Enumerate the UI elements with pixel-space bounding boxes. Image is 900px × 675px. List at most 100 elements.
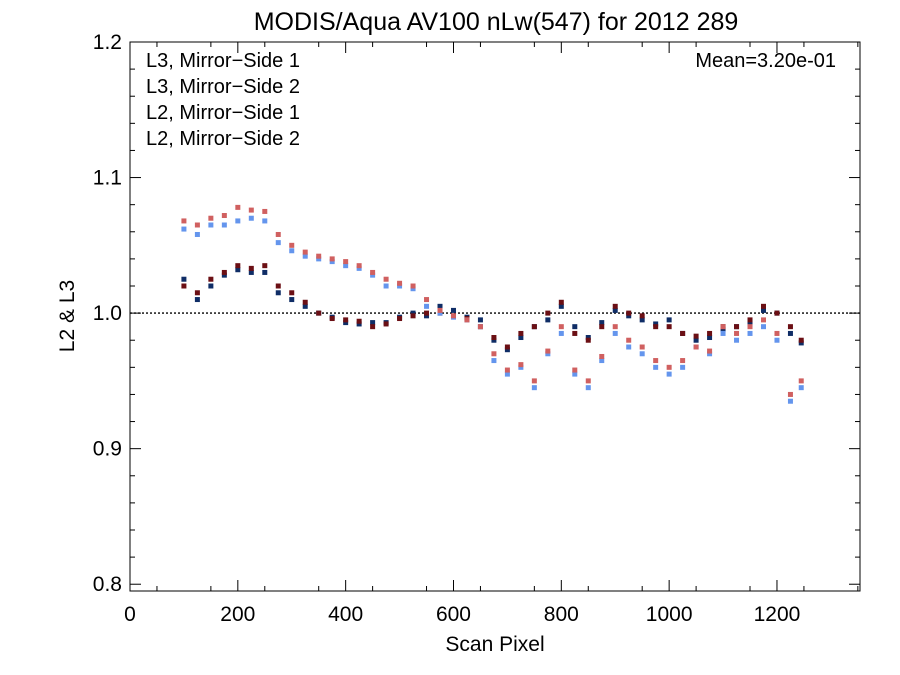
data-point — [531, 378, 537, 384]
data-point — [329, 256, 335, 262]
data-point — [397, 280, 403, 286]
data-point — [734, 337, 740, 343]
data-point — [181, 276, 187, 282]
data-point — [235, 267, 241, 273]
data-point — [599, 353, 605, 359]
data-point — [424, 310, 430, 316]
data-point — [221, 269, 227, 275]
legend-entry: L2, Mirror−Side 1 — [146, 102, 300, 124]
data-point — [262, 208, 268, 214]
data-point — [666, 364, 672, 370]
data-point — [316, 310, 322, 316]
data-point — [208, 215, 214, 221]
data-point — [356, 321, 362, 327]
legend-entry: L3, Mirror−Side 1 — [146, 50, 300, 72]
data-point — [194, 290, 200, 296]
data-point — [491, 337, 497, 343]
data-point — [787, 398, 793, 404]
data-point — [289, 290, 295, 296]
mean-annotation: Mean=3.20e-01 — [695, 50, 836, 72]
data-point — [194, 231, 200, 237]
data-point — [639, 313, 645, 319]
data-point — [693, 344, 699, 350]
data-point — [734, 330, 740, 336]
data-point — [639, 351, 645, 357]
data-point — [693, 333, 699, 339]
data-point — [437, 303, 443, 309]
y-tick-label: 0.9 — [93, 438, 122, 461]
data-point — [343, 320, 349, 326]
data-point — [760, 303, 766, 309]
data-point — [329, 316, 335, 322]
x-tick-label: 600 — [436, 603, 471, 626]
series-3 — [181, 215, 804, 404]
data-point — [424, 303, 430, 309]
data-point — [666, 317, 672, 323]
data-point — [504, 367, 510, 373]
data-point — [680, 358, 686, 364]
data-point — [599, 320, 605, 326]
data-point — [424, 297, 430, 303]
data-point — [787, 330, 793, 336]
axis-tick-labels: 0 200 400 600 800 1000 1200 0.8 0.9 1.0 1.1 1.2 — [93, 31, 801, 626]
data-point — [343, 263, 349, 269]
data-point — [477, 317, 483, 323]
legend-entry: L2, Mirror−Side 2 — [146, 128, 300, 150]
data-point — [653, 364, 659, 370]
data-point — [397, 316, 403, 322]
data-point — [707, 351, 713, 357]
y-tick-label: 1.2 — [93, 31, 122, 54]
data-point — [558, 299, 564, 305]
data-point — [639, 317, 645, 323]
data-point — [410, 313, 416, 319]
data-point — [275, 290, 281, 296]
data-point — [666, 324, 672, 330]
data-point — [626, 337, 632, 343]
data-point — [383, 276, 389, 282]
data-point — [707, 330, 713, 336]
x-axis-label: Scan Pixel — [445, 633, 544, 656]
data-point — [612, 303, 618, 309]
data-point — [370, 324, 376, 330]
data-point — [798, 337, 804, 343]
x-tick-label: 200 — [220, 603, 255, 626]
data-point — [798, 378, 804, 384]
data-point — [491, 335, 497, 341]
data-point — [518, 335, 524, 341]
data-point — [626, 313, 632, 319]
series-4 — [181, 204, 804, 397]
data-point — [235, 218, 241, 224]
data-point — [356, 318, 362, 324]
data-point — [774, 337, 780, 343]
data-point — [221, 213, 227, 219]
data-point — [639, 344, 645, 350]
data-points-layer — [181, 204, 804, 404]
data-point — [760, 324, 766, 330]
data-point — [302, 299, 308, 305]
data-point — [798, 340, 804, 346]
data-point — [491, 358, 497, 364]
data-point — [787, 324, 793, 330]
data-point — [302, 303, 308, 309]
data-point — [626, 310, 632, 316]
data-point — [437, 310, 443, 316]
data-point — [275, 240, 281, 246]
data-point — [747, 317, 753, 323]
data-point — [262, 269, 268, 275]
data-point — [572, 371, 578, 377]
data-point — [275, 283, 281, 289]
data-point — [545, 310, 551, 316]
x-tick-label: 400 — [328, 603, 363, 626]
y-tick-label: 1.0 — [93, 302, 122, 325]
data-point — [289, 297, 295, 303]
data-point — [316, 253, 322, 259]
data-point — [558, 324, 564, 330]
data-point — [194, 297, 200, 303]
data-point — [572, 324, 578, 330]
data-point — [585, 335, 591, 341]
data-point — [343, 317, 349, 323]
data-point — [545, 317, 551, 323]
data-point — [504, 371, 510, 377]
data-point — [612, 330, 618, 336]
data-point — [734, 324, 740, 330]
